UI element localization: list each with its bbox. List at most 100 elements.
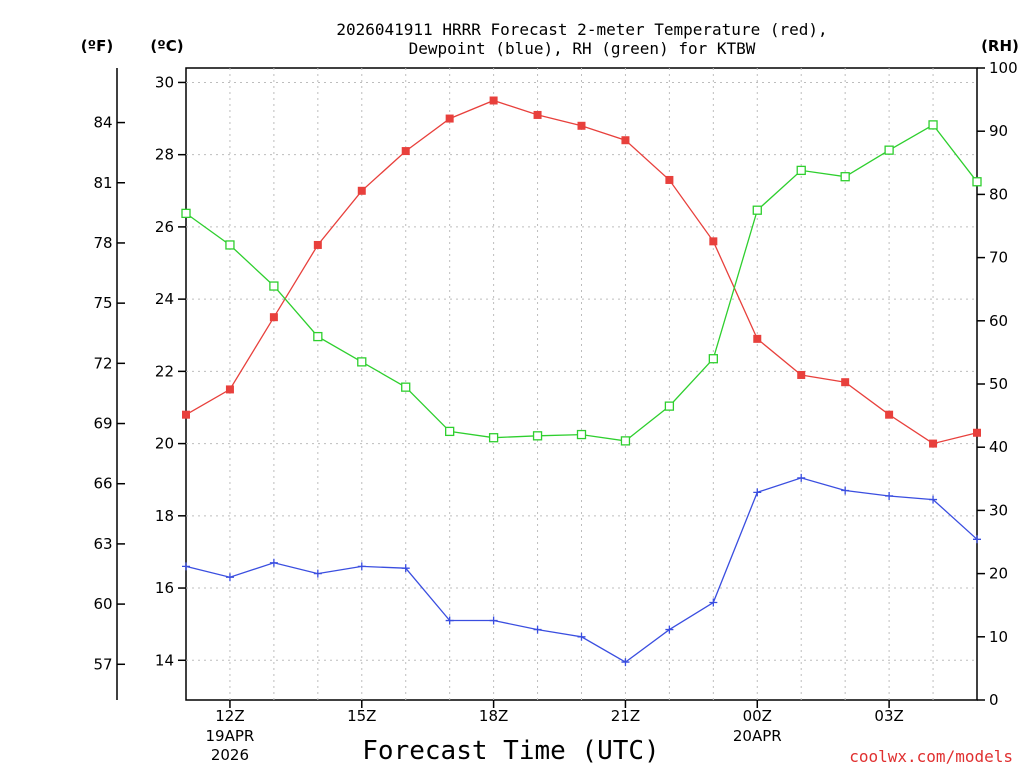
2-meter-temperature-point <box>841 378 850 387</box>
rh-point <box>884 145 894 155</box>
dewpoint-point <box>269 558 278 567</box>
dewpoint-point <box>533 625 542 634</box>
x-tick-date: 20APR <box>733 727 782 745</box>
rh-point <box>752 205 762 215</box>
unit-label-fahrenheit: (ºF) <box>81 37 113 55</box>
fahrenheit-tick-label: 75 <box>93 294 112 312</box>
fahrenheit-tick-label: 57 <box>93 655 112 673</box>
grid-lines <box>186 68 977 700</box>
2-meter-temperature-point <box>577 121 586 130</box>
rh-tick-label: 40 <box>989 438 1008 456</box>
2-meter-temperature-point <box>753 334 762 343</box>
dewpoint-point <box>841 486 850 495</box>
dewpoint-point <box>753 488 762 497</box>
fahrenheit-tick-label: 78 <box>93 234 112 252</box>
credit-link[interactable]: coolwx.com/models <box>849 747 1013 766</box>
dewpoint-point <box>182 562 190 571</box>
chart-title-line2: Dewpoint (blue), RH (green) for KTBW <box>409 39 756 58</box>
celsius-tick-label: 18 <box>155 507 174 525</box>
2-meter-temperature-point <box>797 370 806 379</box>
unit-label-celsius: (ºC) <box>150 37 183 55</box>
celsius-tick-label: 28 <box>155 146 174 164</box>
2-meter-temperature-point <box>225 385 234 394</box>
2-meter-temperature-point <box>401 147 410 156</box>
2-meter-temperature-point <box>665 175 674 184</box>
rh-tick-label: 60 <box>989 312 1008 330</box>
fahrenheit-tick-label: 84 <box>93 114 112 132</box>
dewpoint-point <box>489 616 498 625</box>
rh-point <box>708 354 718 364</box>
axis-ticks: 14 16 18 20 22 24 26 28 30 57 60 63 66 69 72 75 78 81 84 0 1… <box>93 59 1017 764</box>
dewpoint-point <box>357 562 366 571</box>
dewpoint-point <box>973 535 981 544</box>
rh-tick-label: 10 <box>989 628 1008 646</box>
rh-tick-label: 50 <box>989 375 1008 393</box>
2-meter-temperature-point <box>313 240 322 249</box>
unit-label-rh: (RH) <box>981 37 1019 55</box>
series-layer <box>181 96 982 667</box>
x-tick-label: 03Z <box>874 707 903 725</box>
2-meter-temperature-point <box>973 428 981 437</box>
rh-point <box>972 177 982 187</box>
dewpoint-point <box>445 616 454 625</box>
rh-tick-label: 20 <box>989 565 1008 583</box>
x-tick-date: 19APR <box>206 727 255 745</box>
x-tick-label: 21Z <box>611 707 640 725</box>
fahrenheit-tick-label: 72 <box>93 354 112 372</box>
x-tick-label: 12Z <box>215 707 244 725</box>
fahrenheit-tick-label: 81 <box>93 174 112 192</box>
rh-point <box>269 281 279 291</box>
x-axis-label: Forecast Time (UTC) <box>362 736 659 766</box>
celsius-tick-label: 24 <box>155 290 174 308</box>
fahrenheit-tick-label: 66 <box>93 475 112 493</box>
rh-point <box>225 240 235 250</box>
celsius-tick-label: 20 <box>155 435 174 453</box>
celsius-tick-label: 14 <box>155 651 174 669</box>
celsius-tick-label: 22 <box>155 362 174 380</box>
2-meter-temperature-point <box>885 410 894 419</box>
x-tick-label: 15Z <box>347 707 376 725</box>
rh-point <box>445 426 455 437</box>
rh-tick-label: 80 <box>989 185 1008 203</box>
rh-point <box>928 120 938 130</box>
fahrenheit-tick-label: 63 <box>93 535 112 553</box>
rh-tick-label: 70 <box>989 249 1008 267</box>
celsius-tick-label: 26 <box>155 218 174 236</box>
rh-tick-label: 100 <box>989 59 1018 77</box>
dewpoint-point <box>665 625 674 634</box>
rh-tick-label: 30 <box>989 501 1008 519</box>
2-meter-temperature-point <box>182 410 190 419</box>
rh-point <box>488 433 499 443</box>
rh-point <box>357 357 367 367</box>
rh-point <box>181 208 191 219</box>
rh-tick-label: 90 <box>989 122 1008 140</box>
x-tick-year: 2026 <box>211 746 249 764</box>
rh-point <box>664 401 675 411</box>
2-meter-temperature-point <box>533 110 542 119</box>
dewpoint-point <box>709 598 718 607</box>
2-meter-temperature-point <box>357 186 366 195</box>
dewpoint-point <box>621 658 630 667</box>
fahrenheit-tick-label: 69 <box>93 415 112 433</box>
2-meter-temperature-point <box>709 237 718 246</box>
rh-point <box>796 165 806 176</box>
celsius-tick-label: 16 <box>155 579 174 597</box>
2-meter-temperature-point <box>269 313 278 322</box>
x-tick-label: 18Z <box>479 707 508 725</box>
2-meter-temperature-point <box>621 136 630 145</box>
dewpoint-point <box>313 569 322 578</box>
dewpoint-point <box>797 473 806 482</box>
rh-point <box>313 331 323 342</box>
2-meter-temperature-point <box>489 96 498 105</box>
fahrenheit-tick-label: 60 <box>93 595 112 613</box>
rh-point <box>401 382 411 392</box>
x-tick-label: 00Z <box>743 707 772 725</box>
chart-title-line1: 2026041911 HRRR Forecast 2-meter Tempera… <box>336 20 827 39</box>
celsius-tick-label: 30 <box>155 73 174 91</box>
rh-point <box>620 436 631 446</box>
dewpoint-point <box>577 632 586 641</box>
plot-area <box>185 67 978 701</box>
rh-tick-label: 0 <box>989 691 999 709</box>
rh-point <box>840 172 850 182</box>
